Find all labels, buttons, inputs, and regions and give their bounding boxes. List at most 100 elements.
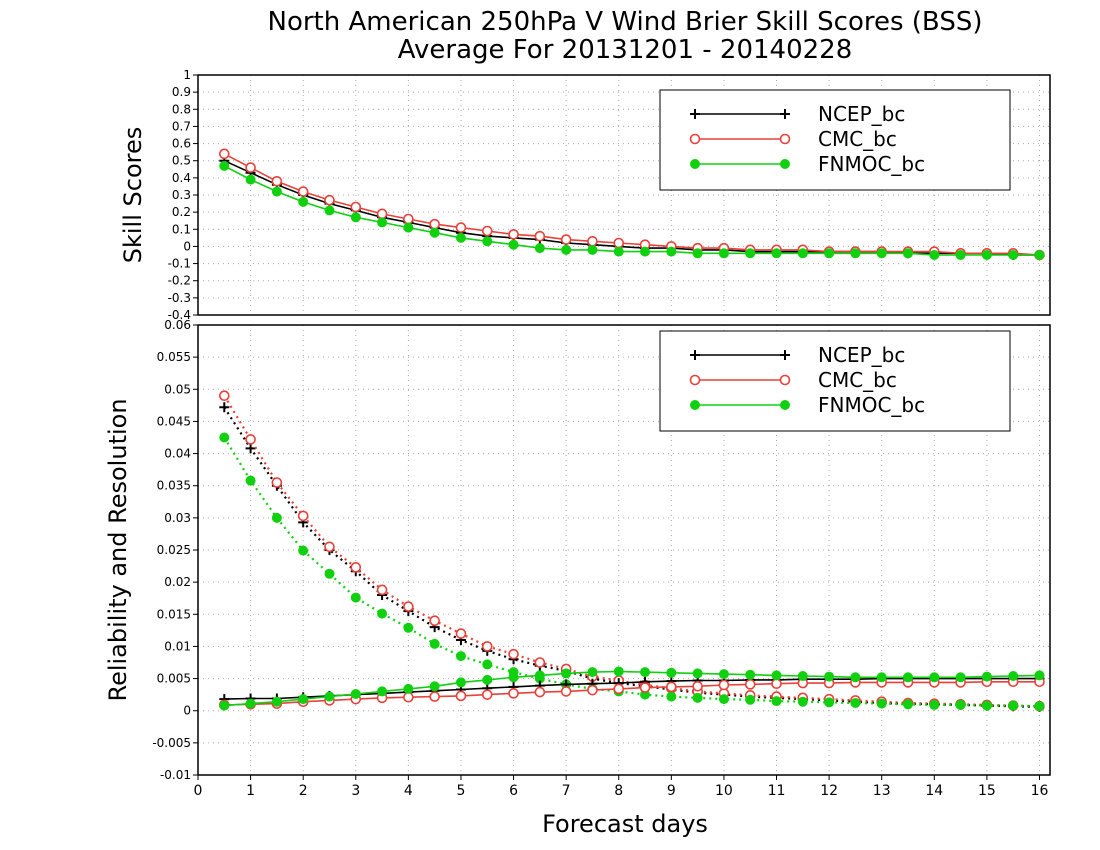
data-point-cmc-bc — [429, 218, 440, 230]
bottom-panel-reliability-resolution: -0.01 -0.005 0 0.005 0.01 0.015 0.02 0.025 0.03 0… — [152, 318, 1051, 799]
data-point-cmc-bc — [245, 162, 256, 173]
x-tick-label: 2 — [299, 783, 308, 799]
data-point-fnmoc-bc — [587, 244, 598, 255]
data-point-fnmoc-bc — [219, 432, 230, 443]
data-point-fnmoc-bc — [745, 248, 756, 259]
data-point-fnmoc-bc — [219, 160, 230, 171]
data-point-fnmoc-bc — [324, 568, 335, 579]
x-tick-label: 12 — [820, 783, 838, 799]
y-tick-label: -0.3 — [168, 291, 191, 305]
data-point-fnmoc-bc — [482, 659, 493, 670]
data-point-fnmoc-bc — [587, 667, 598, 678]
x-tick-label: 3 — [351, 783, 360, 799]
data-point-fnmoc-bc — [245, 174, 256, 185]
data-point-fnmoc-bc — [850, 698, 861, 708]
y-tick-label: 0.5 — [172, 154, 191, 168]
y-tick-label: 0.1 — [172, 222, 191, 236]
data-point-fnmoc-bc — [824, 248, 835, 259]
data-point-fnmoc-bc — [850, 248, 861, 259]
data-point-cmc-bc — [376, 584, 388, 596]
x-tick-label: 13 — [873, 783, 891, 799]
data-point-fnmoc-bc — [824, 697, 835, 708]
data-point-fnmoc-bc — [508, 239, 519, 250]
x-tick-label: 8 — [614, 783, 623, 799]
data-point-cmc-bc — [403, 213, 414, 225]
y-tick-label: 0.4 — [172, 171, 191, 185]
data-point-cmc-bc — [481, 225, 493, 237]
data-point-fnmoc-bc — [613, 666, 624, 677]
data-point-fnmoc-bc — [1034, 250, 1045, 260]
y-tick-label: 1 — [183, 68, 191, 82]
data-point-fnmoc-bc — [718, 248, 729, 259]
data-point-cmc-bc — [297, 510, 309, 522]
data-point-cmc-bc — [429, 691, 440, 702]
legend-box — [659, 89, 1011, 191]
data-point-fnmoc-bc — [692, 692, 703, 703]
y-tick-label: 0.055 — [157, 350, 191, 364]
data-point-fnmoc-bc — [561, 244, 572, 255]
data-point-cmc-bc — [508, 648, 519, 660]
data-point-fnmoc-bc — [666, 667, 677, 678]
x-tick-label: 16 — [1031, 783, 1049, 799]
data-point-fnmoc-bc — [666, 246, 677, 257]
data-point-cmc-bc — [350, 201, 362, 213]
data-point-cmc-bc — [744, 679, 756, 690]
data-point-fnmoc-bc — [534, 670, 545, 681]
data-point-cmc-bc — [718, 679, 730, 691]
y-tick-label: 0.025 — [157, 543, 191, 557]
y-tick-label: 0.3 — [172, 188, 191, 202]
series-line-fnmoc-bc — [223, 436, 1040, 708]
data-point-cmc-bc — [324, 194, 335, 206]
data-point-fnmoc-bc — [981, 700, 992, 711]
plot-frame — [197, 324, 1051, 776]
legend-label-ncep-bc: NCEP_bc — [818, 102, 905, 126]
data-point-fnmoc-bc — [718, 669, 729, 680]
data-point-fnmoc-bc — [534, 243, 545, 254]
y-tick-label: 0.05 — [164, 382, 191, 396]
data-point-fnmoc-bc — [771, 248, 782, 259]
legend-label-cmc-bc: CMC_bc — [818, 368, 897, 392]
legend-marker-cmc-bc — [689, 374, 701, 386]
data-point-cmc-bc — [271, 477, 283, 488]
legend-marker-ncep-bc — [780, 109, 790, 119]
chart-title-line2: Average For 20131201 - 20140228 — [398, 35, 853, 65]
chart-title-line1: North American 250hPa V Wind Brier Skill… — [268, 7, 983, 37]
data-point-fnmoc-bc — [403, 622, 414, 633]
data-point-fnmoc-bc — [482, 236, 493, 247]
y-tick-label: 0 — [183, 239, 191, 253]
data-point-fnmoc-bc — [797, 696, 808, 707]
data-point-fnmoc-bc — [350, 592, 361, 603]
data-point-cmc-bc — [508, 688, 519, 699]
data-point-fnmoc-bc — [482, 674, 493, 685]
data-point-fnmoc-bc — [429, 681, 440, 692]
data-point-fnmoc-bc — [955, 672, 966, 683]
legend-marker-ncep-bc — [690, 109, 700, 119]
legend-marker-cmc-bc — [689, 133, 701, 145]
data-point-cmc-bc — [271, 175, 283, 187]
data-point-cmc-bc — [218, 390, 230, 402]
legend-box — [659, 330, 1011, 432]
series-line-ncep-bc — [223, 406, 1040, 708]
y-tick-label: 0.01 — [164, 639, 191, 653]
data-point-fnmoc-bc — [876, 672, 887, 683]
data-point-ncep-bc — [245, 443, 256, 454]
y-tick-label: -0.4 — [168, 308, 191, 322]
y-tick-label: 0.04 — [164, 447, 191, 461]
data-point-fnmoc-bc — [403, 683, 414, 694]
data-point-fnmoc-bc — [824, 671, 835, 682]
y-tick-label: 0.2 — [172, 205, 191, 219]
x-tick-label: 15 — [978, 783, 996, 799]
data-point-fnmoc-bc — [377, 608, 388, 619]
data-point-cmc-bc — [218, 148, 230, 160]
data-point-fnmoc-bc — [403, 222, 414, 233]
data-point-cmc-bc — [481, 689, 493, 700]
data-point-fnmoc-bc — [955, 250, 966, 260]
data-point-fnmoc-bc — [298, 545, 309, 556]
data-point-cmc-bc — [666, 681, 677, 693]
y-tick-label: 0.02 — [164, 575, 191, 589]
data-point-fnmoc-bc — [271, 186, 282, 197]
data-point-fnmoc-bc — [745, 669, 756, 680]
data-point-fnmoc-bc — [245, 698, 256, 709]
y-tick-label: 0.06 — [164, 318, 191, 332]
data-point-cmc-bc — [350, 562, 362, 573]
